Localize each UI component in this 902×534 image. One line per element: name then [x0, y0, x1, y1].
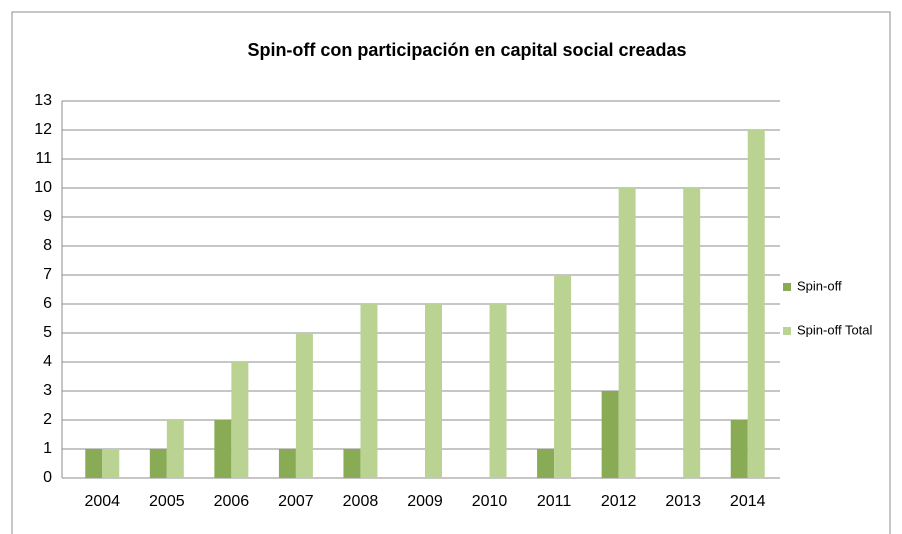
x-tick-label: 2014 [730, 493, 766, 510]
x-tick-label: 2012 [601, 493, 637, 510]
y-tick-label: 8 [43, 237, 52, 254]
y-tick-label: 2 [43, 411, 52, 428]
bar [278, 449, 296, 478]
x-tick-label: 2008 [343, 493, 379, 510]
y-tick-label: 12 [34, 121, 52, 138]
bar [214, 420, 232, 478]
bar [554, 275, 572, 478]
legend-swatch [783, 327, 791, 335]
bar [231, 362, 249, 478]
bar [295, 333, 313, 478]
y-tick-label: 9 [43, 208, 52, 225]
x-tick-label: 2010 [472, 493, 508, 510]
bar [360, 304, 378, 478]
bar [149, 449, 167, 478]
bar [343, 449, 361, 478]
y-tick-label: 0 [43, 469, 52, 486]
bar [601, 391, 619, 478]
bar [85, 449, 103, 478]
bar [747, 130, 765, 478]
bar [730, 420, 748, 478]
x-tick-label: 2006 [214, 493, 250, 510]
x-tick-label: 2004 [84, 493, 120, 510]
y-tick-label: 6 [43, 295, 52, 312]
x-tick-label: 2009 [407, 493, 443, 510]
bar [425, 304, 442, 478]
y-tick-label: 5 [43, 324, 52, 341]
legend-swatch [783, 283, 791, 291]
legend-label: Spin-off Total [797, 322, 873, 337]
y-tick-label: 11 [35, 150, 52, 167]
y-tick-label: 3 [43, 382, 52, 399]
y-tick-label: 13 [34, 92, 52, 109]
x-tick-label: 2013 [665, 493, 701, 510]
legend-label: Spin-off [797, 278, 842, 293]
bar [537, 449, 555, 478]
legend: Spin-off Spin-off Total [783, 278, 873, 337]
x-tick-label: 2005 [149, 493, 185, 510]
bar [166, 420, 184, 478]
y-tick-label: 10 [34, 179, 52, 196]
y-tick-label: 4 [43, 353, 52, 370]
y-tick-label: 7 [43, 266, 52, 283]
y-tick-label: 1 [43, 440, 52, 457]
bar [683, 188, 701, 478]
x-tick-label: 2007 [278, 493, 314, 510]
chart-title: Spin-off con participación en capital so… [247, 40, 686, 60]
x-tick-label: 2011 [537, 493, 572, 510]
bar [618, 188, 636, 478]
bar [489, 304, 507, 478]
bar [102, 449, 120, 478]
